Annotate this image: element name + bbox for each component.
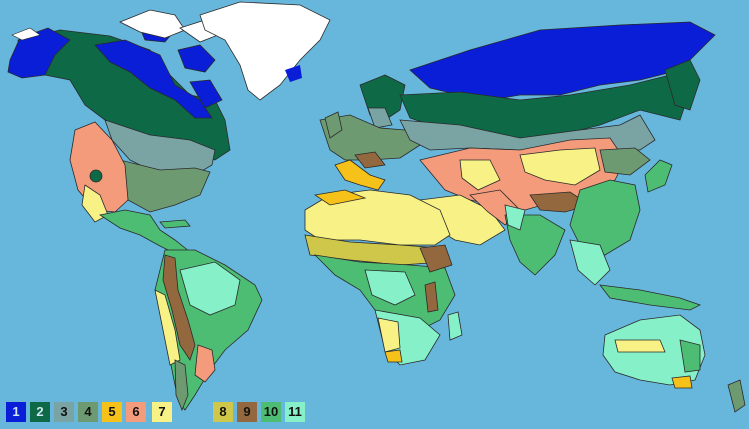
scandinavia-continental	[367, 107, 393, 129]
indonesia	[599, 284, 702, 311]
ethiopian-highlands	[419, 244, 453, 273]
arctic-island-3	[189, 79, 223, 109]
legend-swatch-10: 10	[261, 402, 281, 422]
patagonia-steppe	[194, 344, 216, 383]
legend-swatch-5: 5	[102, 402, 122, 422]
legend-swatch-1: 1	[6, 402, 26, 422]
thar-desert	[504, 204, 526, 231]
australia	[599, 284, 746, 413]
legend-swatch-11: 11	[285, 402, 305, 422]
japan	[644, 159, 673, 193]
north-america-tundra-north	[94, 39, 213, 119]
east-african-highlands	[424, 281, 439, 313]
greenland	[199, 1, 331, 101]
legend-swatch-2: 2	[30, 402, 50, 422]
legend-swatch-8: 8	[213, 402, 233, 422]
southeast-asia	[569, 239, 611, 286]
sea-ice	[11, 27, 41, 41]
new-zealand	[727, 379, 746, 413]
north-america-east	[119, 159, 211, 213]
eurasia	[319, 21, 716, 286]
australian-desert	[614, 339, 666, 353]
east-asia-continental	[599, 147, 651, 176]
australia-southeast	[679, 339, 701, 373]
rockies-patch	[89, 169, 103, 183]
australia-south-mediterranean	[671, 375, 693, 389]
north-america-boreal-region	[17, 29, 231, 161]
western-europe	[319, 114, 421, 161]
north-america-southwest-desert	[81, 184, 109, 223]
gobi-desert	[519, 147, 601, 186]
greenland-coast-tundra	[285, 65, 302, 82]
north-africa-mediterranean	[313, 189, 367, 206]
madagascar	[447, 311, 463, 341]
alps	[354, 151, 386, 169]
congo-rainforest	[364, 269, 416, 306]
kamchatka	[664, 59, 701, 111]
kalahari-desert	[377, 317, 401, 353]
africa	[304, 189, 463, 366]
british-isles	[324, 111, 343, 139]
arctic-island-2	[177, 44, 216, 73]
legend-swatch-6: 6	[126, 402, 146, 422]
south-chile	[174, 359, 189, 412]
central-asia-desert	[459, 159, 501, 191]
caribbean-islands	[159, 219, 191, 229]
east-asia	[569, 179, 641, 256]
legend-swatch-3: 3	[54, 402, 74, 422]
north-america	[7, 9, 231, 257]
legend-swatch-9: 9	[237, 402, 257, 422]
cape-mediterranean	[384, 349, 403, 363]
mediterranean-europe	[334, 159, 386, 191]
climate-legend: 1 2 3 4 5 6 7 8 9 10 11	[6, 402, 306, 424]
legend-swatch-7: 7	[152, 402, 172, 422]
south-america	[154, 249, 263, 412]
atacama-desert	[154, 289, 181, 366]
amazon-rainforest	[179, 261, 241, 316]
andes-highlands	[162, 254, 196, 361]
legend-swatch-4: 4	[78, 402, 98, 422]
